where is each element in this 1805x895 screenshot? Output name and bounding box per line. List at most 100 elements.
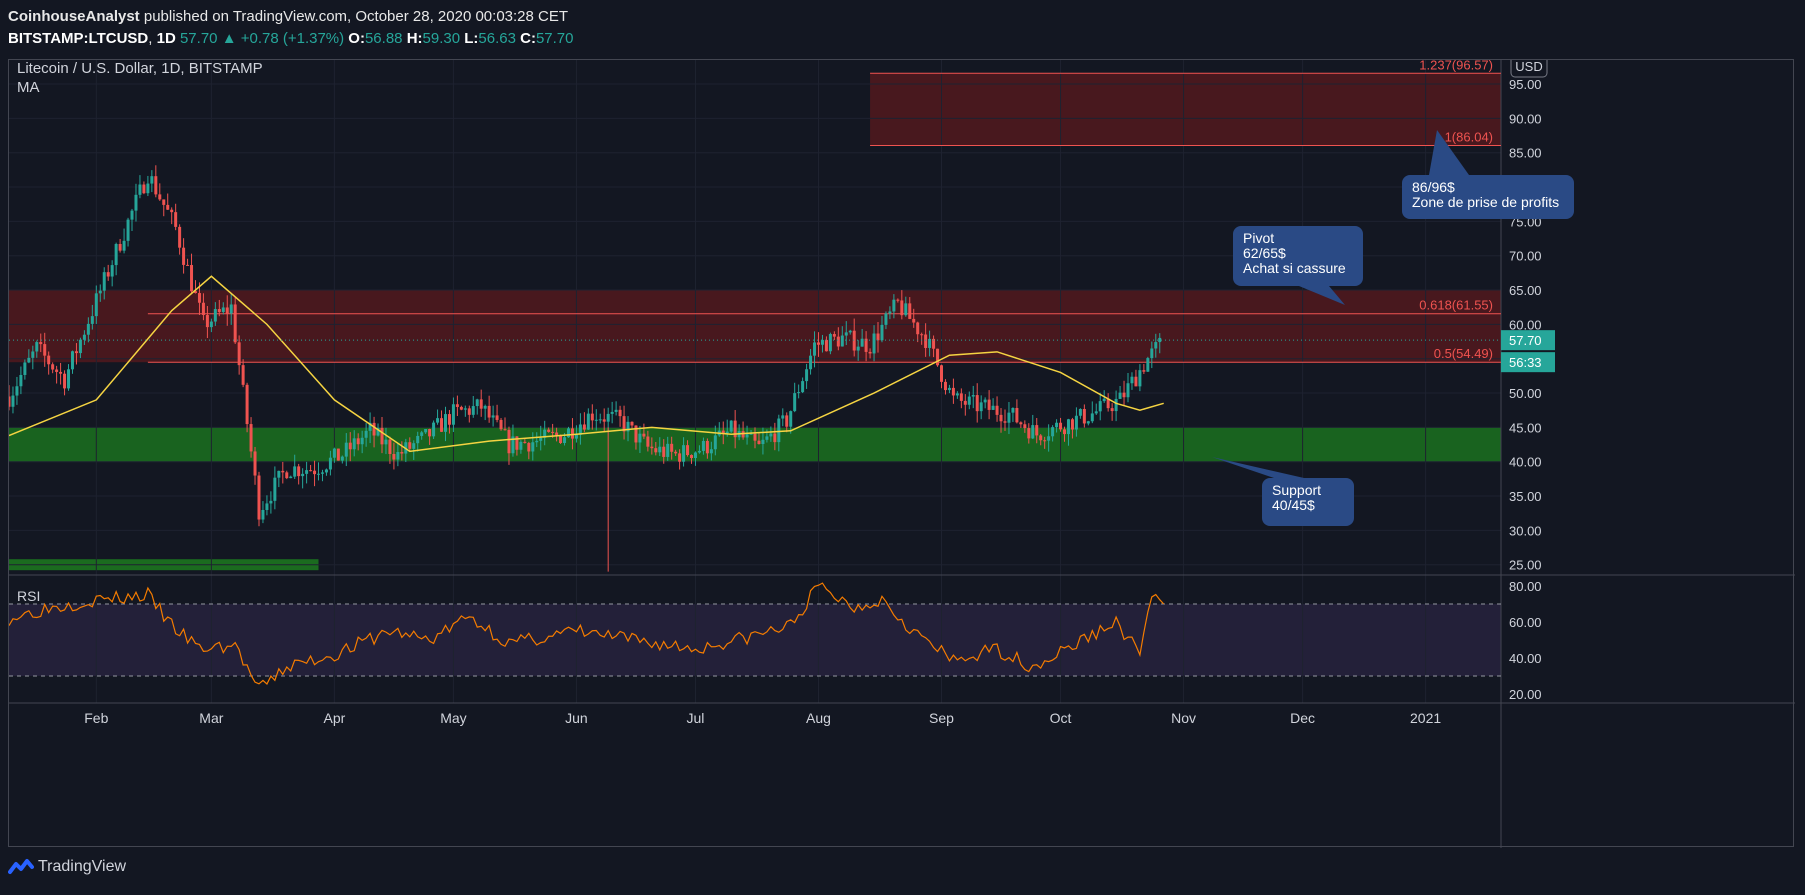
price-candle: [1082, 404, 1086, 428]
price-candle: [1063, 426, 1067, 442]
candle-body: [860, 338, 864, 347]
price-candle: [662, 439, 666, 464]
callout-tail: [1429, 130, 1469, 175]
rsi-tick-label: 40.00: [1509, 651, 1542, 666]
chart-frame[interactable]: 1.237(96.57) 1(86.04) 0.618(61.55) 0.5(54.4…: [8, 59, 1795, 848]
candle-body: [1003, 421, 1007, 423]
price-candle: [1031, 414, 1035, 440]
candle-body: [836, 336, 840, 347]
candle-body: [455, 404, 459, 407]
currency-button[interactable]: USD: [1510, 60, 1548, 78]
price-candle: [630, 421, 634, 429]
callout-line: Zone de prise de profits: [1412, 194, 1559, 210]
price-candle: [1150, 341, 1154, 369]
legend-rsi[interactable]: RSI: [17, 588, 40, 604]
candle-body: [912, 318, 916, 323]
price-candle: [951, 378, 955, 404]
candle-body: [507, 429, 511, 454]
price-candle: [650, 437, 654, 455]
candle-body: [749, 433, 753, 435]
candle-body: [936, 348, 940, 366]
price-candle: [233, 296, 237, 345]
x-tick-label: May: [440, 710, 466, 726]
price-candle: [868, 348, 872, 359]
price-candle: [43, 332, 47, 367]
price-candle: [491, 405, 495, 427]
price-candle: [983, 397, 987, 409]
price-candle: [102, 267, 106, 300]
price-candle: [51, 362, 55, 374]
candle-body: [253, 451, 257, 476]
candle-body: [309, 470, 313, 472]
price-candle: [547, 427, 551, 433]
chart-canvas[interactable]: 1.237(96.57) 1(86.04) 0.618(61.55) 0.5(54.4…: [9, 60, 1795, 848]
candle-body: [678, 453, 682, 462]
candle-body: [217, 309, 221, 313]
candle-body: [158, 194, 162, 200]
price-candle: [602, 408, 606, 433]
candle-body: [809, 355, 813, 370]
rsi-tick-label: 60.00: [1509, 615, 1542, 630]
price-candle: [447, 409, 451, 434]
price-candle: [78, 337, 82, 359]
publisher-name[interactable]: CoinhouseAnalyst: [8, 8, 140, 25]
candle-body: [428, 428, 432, 437]
legend-ma[interactable]: MA: [17, 79, 40, 96]
candle-body: [733, 420, 737, 438]
price-candle: [1007, 402, 1011, 435]
price-candle: [309, 465, 313, 472]
candle-body: [904, 303, 908, 316]
candle-body: [257, 475, 261, 520]
candle-body: [154, 176, 158, 195]
price-candle: [713, 425, 717, 456]
price-candle: [733, 410, 737, 449]
high-value: 59.30: [422, 30, 461, 47]
candle-body: [1035, 425, 1039, 436]
candle-body: [555, 432, 559, 436]
callout-line: Support: [1272, 482, 1321, 498]
callout-box[interactable]: 86/96$Zone de prise de profits: [1402, 130, 1574, 219]
price-candle: [543, 420, 547, 446]
candle-body: [1070, 419, 1074, 430]
candle-body: [305, 470, 309, 474]
price-candle: [860, 328, 864, 347]
rsi-layer: [9, 582, 1501, 685]
zone-take-profit: [870, 73, 1501, 146]
candle-body: [987, 399, 991, 410]
candle-body: [670, 443, 674, 452]
candle-body: [229, 304, 233, 314]
candle-body: [408, 442, 412, 449]
callout-line: 86/96$: [1412, 179, 1455, 195]
candle-body: [194, 291, 197, 294]
candle-body: [174, 212, 178, 227]
candle-body: [15, 386, 19, 396]
candle-body: [424, 428, 428, 433]
candle-body: [487, 405, 491, 418]
callout-bg: [1402, 175, 1574, 219]
price-candle: [424, 428, 428, 434]
price-candle: [420, 430, 424, 440]
close-label: C:: [520, 30, 536, 47]
price-candle: [999, 408, 1003, 433]
footer-brand[interactable]: TradingView: [38, 858, 127, 875]
candle-body: [848, 330, 852, 333]
price-candle: [320, 469, 324, 482]
price-candle: [1134, 369, 1138, 387]
y-tick-label: 95.00: [1509, 77, 1542, 92]
currency-label: USD: [1515, 60, 1542, 74]
candle-body: [662, 446, 666, 457]
candle-body: [606, 413, 610, 422]
candle-body: [178, 226, 182, 248]
price-candle: [1122, 380, 1126, 406]
candle-body: [519, 441, 523, 450]
candle-body: [1106, 398, 1110, 409]
candle-body: [543, 429, 547, 438]
price-candle: [225, 295, 229, 326]
candle-body: [547, 429, 551, 432]
candle-body: [920, 334, 924, 336]
candle-body: [1146, 358, 1150, 372]
price-candle: [1074, 407, 1078, 437]
price-candle: [880, 315, 884, 343]
